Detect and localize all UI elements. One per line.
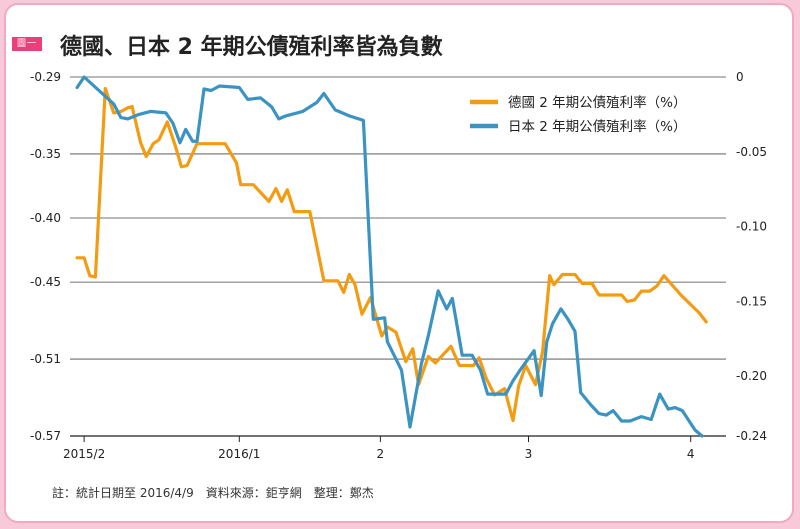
right-tick-label: -0.10 — [736, 220, 767, 234]
source-note: 註：統計日期至 2016/4/9 資料來源：鉅亨網 整理：鄭杰 — [52, 486, 374, 500]
series-line-japan — [75, 75, 704, 438]
legend-label-japan: 日本 2 年期公債殖利率（%） — [508, 118, 687, 135]
legend: 德國 2 年期公債殖利率（%） 日本 2 年期公債殖利率（%） — [470, 94, 687, 135]
left-tick-label: -0.35 — [30, 147, 61, 161]
x-tick-label: 3 — [525, 447, 533, 461]
gridlines — [70, 76, 726, 437]
figure-tag: 圖一 — [12, 37, 42, 51]
right-tick-label: -0.05 — [736, 145, 767, 159]
series-line-germany — [75, 86, 708, 423]
legend-label-germany: 德國 2 年期公債殖利率（%） — [508, 94, 687, 111]
x-axis: 2015/2 2016/1 2 3 4 — [63, 436, 695, 461]
x-tick-label: 4 — [687, 447, 695, 461]
series-lines — [75, 75, 708, 438]
left-tick-label: -0.51 — [30, 352, 61, 366]
left-tick-label: -0.40 — [30, 211, 61, 225]
left-tick-label: -0.29 — [30, 70, 61, 84]
right-tick-label: -0.20 — [736, 369, 767, 383]
chart-title: 德國、日本 2 年期公債殖利率皆為負數 — [60, 35, 443, 60]
left-tick-label: -0.45 — [30, 275, 61, 289]
x-tick-label: 2016/1 — [218, 447, 260, 461]
right-tick-label: 0 — [736, 70, 744, 84]
right-axis-ticks: 0 -0.05 -0.10 -0.15 -0.20 -0.24 — [736, 70, 767, 443]
x-tick-label: 2 — [377, 447, 385, 461]
right-tick-label: -0.24 — [736, 429, 767, 443]
left-axis-ticks: -0.29 -0.35 -0.40 -0.45 -0.51 -0.57 — [30, 70, 61, 443]
left-tick-label: -0.57 — [30, 429, 61, 443]
x-tick-label: 2015/2 — [63, 447, 105, 461]
right-tick-label: -0.15 — [736, 294, 767, 308]
